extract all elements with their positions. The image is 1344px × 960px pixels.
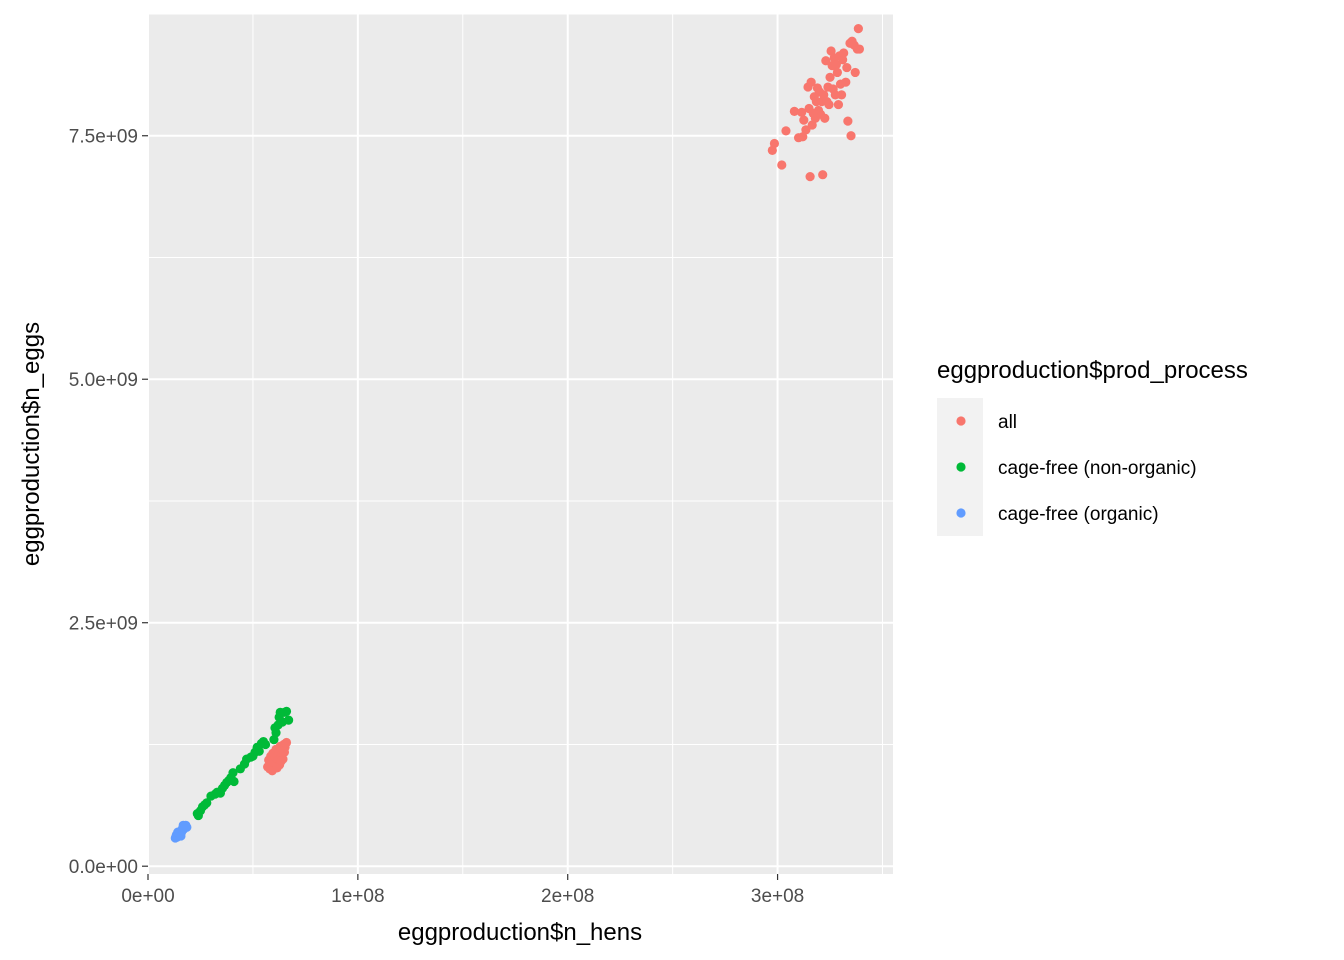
- x-axis-title: eggproduction$n_hens: [398, 919, 642, 946]
- data-point: [808, 108, 818, 118]
- data-point: [228, 768, 238, 778]
- x-tick-label: 3e+08: [751, 886, 804, 907]
- data-point: [843, 116, 853, 126]
- y-axis-ticks: 0.0e+00 2.5e+09 5.0e+09 7.5e+09: [69, 127, 148, 878]
- data-point: [797, 107, 807, 117]
- data-point: [260, 739, 271, 750]
- data-point: [284, 715, 294, 725]
- data-point: [769, 138, 780, 149]
- data-point: [789, 106, 799, 116]
- data-point: [836, 90, 847, 100]
- data-point: [254, 746, 264, 756]
- data-point: [854, 44, 865, 54]
- y-tick-label: 0.0e+00: [69, 857, 138, 878]
- x-tick-label: 1e+08: [331, 886, 384, 907]
- data-point: [276, 756, 286, 766]
- legend-marker: [956, 462, 966, 472]
- legend-marker: [956, 416, 966, 426]
- data-point: [798, 132, 808, 142]
- data-point: [830, 90, 840, 100]
- data-point: [850, 67, 860, 78]
- data-point: [824, 99, 834, 110]
- data-point: [799, 115, 809, 125]
- x-axis-ticks: 0e+00 1e+08 2e+08 3e+08: [121, 874, 804, 907]
- data-point: [846, 131, 856, 141]
- legend-title: eggproduction$prod_process: [937, 357, 1248, 384]
- data-point: [820, 113, 830, 123]
- legend-keys: all cage-free (non-organic) cage-free (org…: [937, 398, 1197, 536]
- data-point: [178, 820, 188, 830]
- data-point: [202, 798, 212, 808]
- data-point: [842, 62, 852, 73]
- data-point: [841, 77, 851, 87]
- data-point: [818, 170, 828, 180]
- y-tick-label: 5.0e+09: [69, 370, 138, 391]
- data-point: [806, 77, 816, 87]
- data-point: [272, 763, 282, 773]
- major-gridlines: [147, 14, 893, 874]
- legend-marker: [956, 508, 966, 518]
- data-point: [805, 172, 815, 182]
- y-axis-title: eggproduction$n_eggs: [18, 322, 45, 566]
- data-point: [781, 126, 791, 136]
- y-tick-label: 7.5e+09: [69, 127, 138, 148]
- legend-label: cage-free (organic): [998, 504, 1159, 525]
- data-point: [176, 831, 186, 841]
- data-point: [833, 99, 844, 110]
- legend-label: all: [998, 412, 1017, 433]
- data-point: [825, 72, 835, 82]
- data-point: [853, 24, 863, 34]
- data-point: [838, 55, 848, 65]
- data-point: [281, 706, 292, 716]
- legend: eggproduction$prod_process all cage-free …: [937, 357, 1248, 536]
- data-points: [170, 24, 865, 843]
- y-tick-label: 2.5e+09: [69, 614, 138, 635]
- data-point: [777, 160, 787, 170]
- minor-gridlines: [148, 13, 893, 874]
- legend-label: cage-free (non-organic): [998, 458, 1197, 479]
- x-tick-label: 2e+08: [541, 886, 594, 907]
- x-tick-label: 0e+00: [121, 886, 174, 907]
- data-point: [839, 48, 849, 58]
- data-point: [821, 56, 831, 66]
- data-point: [281, 737, 292, 748]
- data-point: [270, 723, 280, 733]
- data-point: [229, 776, 239, 787]
- data-point: [832, 67, 842, 78]
- data-point: [831, 60, 841, 70]
